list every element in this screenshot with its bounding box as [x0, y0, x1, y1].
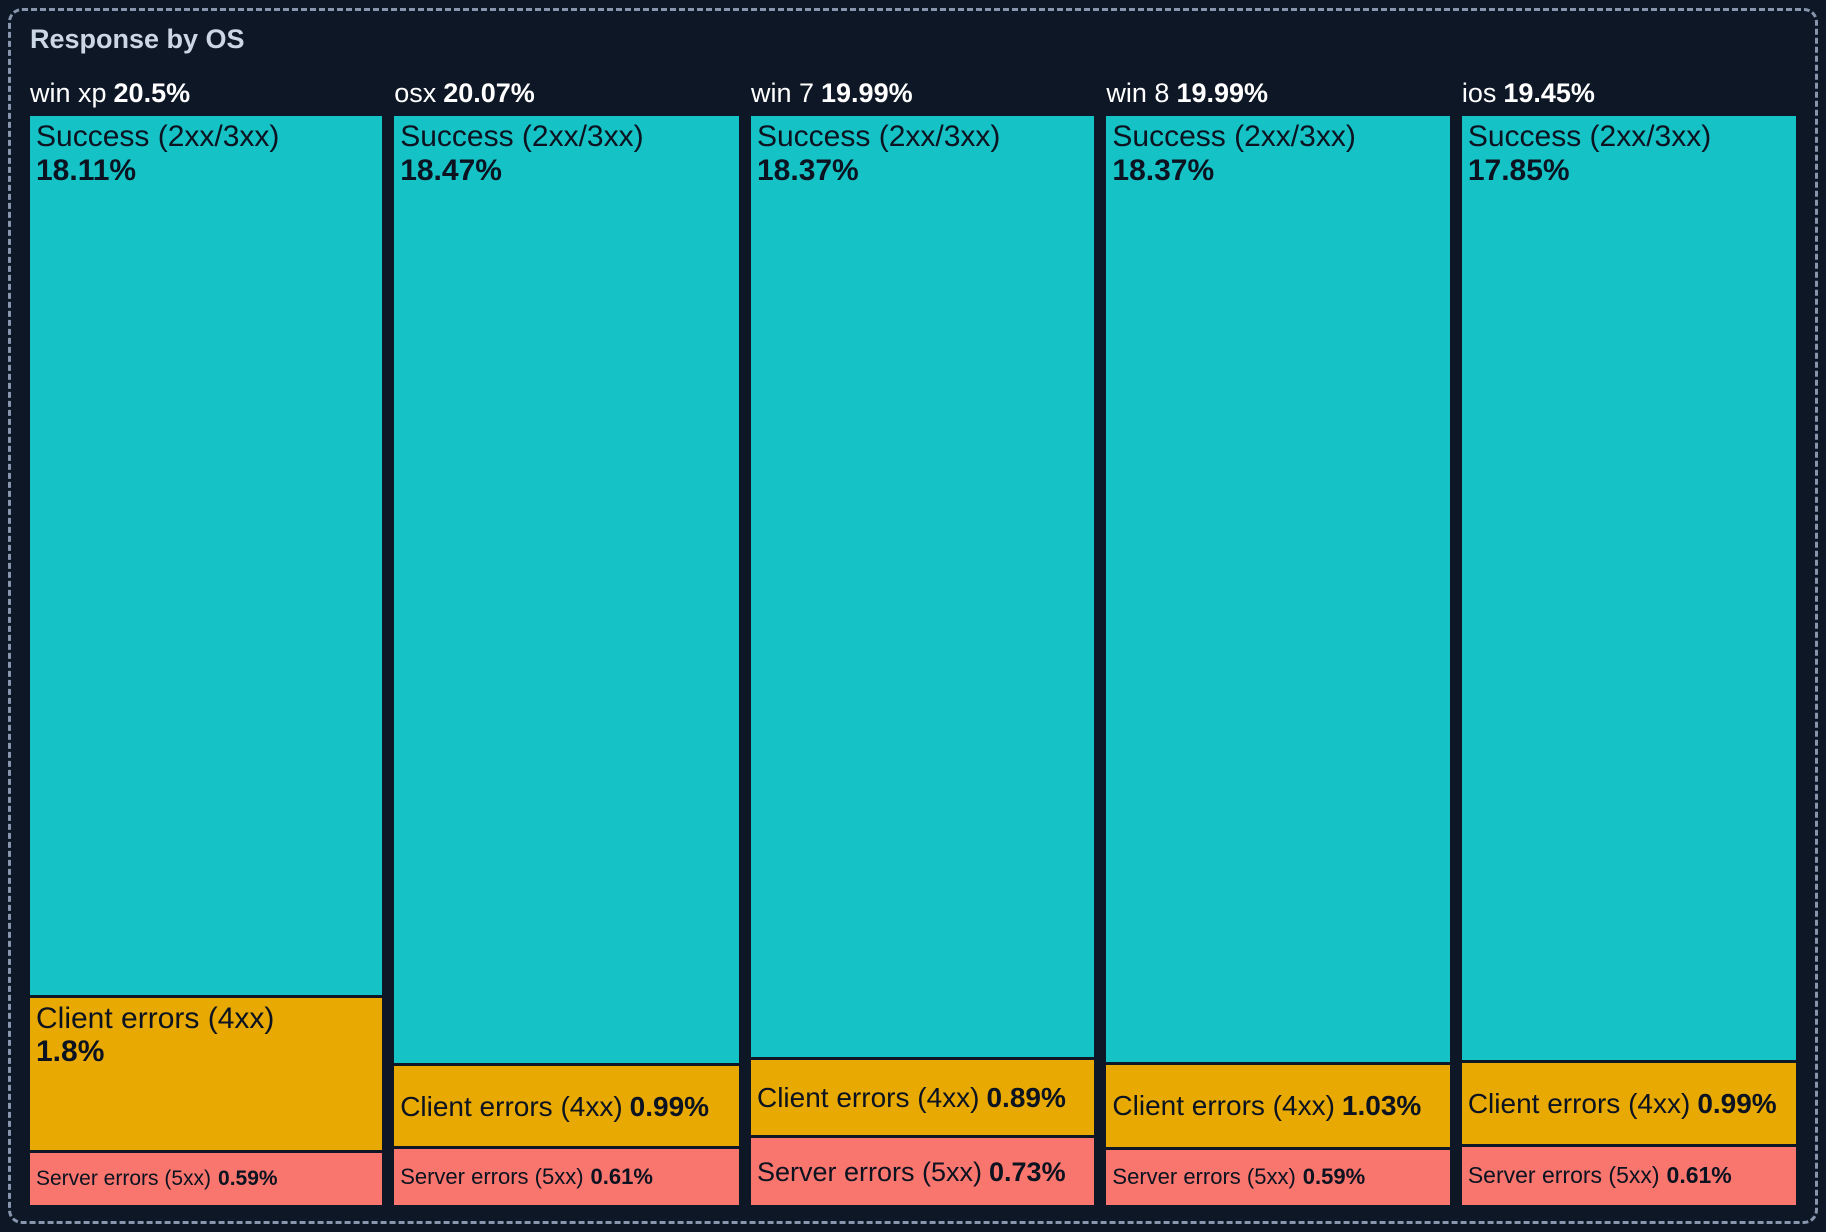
- mosaic-chart: win xp 20.5% Success (2xx/3xx) 18.11% Clien…: [30, 79, 1796, 1206]
- segment-label: Server errors (5xx): [1467, 1162, 1660, 1189]
- segment-value: 0.59%: [1302, 1164, 1366, 1190]
- segment-server[interactable]: Server errors (5xx) 0.59%: [1106, 1150, 1450, 1205]
- response-by-os-panel: Response by OS win xp 20.5% Success (2xx/…: [8, 8, 1818, 1224]
- os-name: win xp: [30, 79, 107, 108]
- os-column-header: osx 20.07%: [394, 79, 739, 116]
- segment-label: Server errors (5xx): [756, 1156, 983, 1187]
- segment-value: 0.73%: [989, 1156, 1066, 1187]
- os-segments: Success (2xx/3xx) 17.85% Client errors (4x…: [1461, 116, 1796, 1205]
- segment-success[interactable]: Success (2xx/3xx) 18.37%: [1106, 116, 1450, 1062]
- segment-success[interactable]: Success (2xx/3xx) 18.11%: [30, 116, 383, 995]
- os-column-header: ios 19.45%: [1462, 79, 1796, 116]
- segment-label: Success (2xx/3xx): [36, 120, 280, 153]
- os-column: ios 19.45% Success (2xx/3xx) 17.85% Client …: [1461, 79, 1796, 1205]
- segment-server[interactable]: Server errors (5xx) 0.59%: [30, 1153, 383, 1205]
- segment-label: Client errors (4xx): [36, 1001, 275, 1035]
- os-column-header: win 7 19.99%: [751, 79, 1094, 116]
- segment-server[interactable]: Server errors (5xx) 0.61%: [1461, 1147, 1796, 1205]
- segment-success[interactable]: Success (2xx/3xx) 17.85%: [1461, 116, 1796, 1060]
- os-name: win 7: [750, 79, 815, 108]
- os-name: ios: [1461, 79, 1497, 108]
- os-segments: Success (2xx/3xx) 18.37% Client errors (4x…: [1106, 116, 1450, 1205]
- segment-label: Server errors (5xx): [36, 1167, 212, 1191]
- segment-label: Client errors (4xx): [400, 1090, 623, 1122]
- os-total-percent: 19.45%: [1503, 79, 1595, 108]
- segment-success[interactable]: Success (2xx/3xx) 18.47%: [394, 116, 739, 1064]
- segment-server[interactable]: Server errors (5xx) 0.61%: [394, 1149, 739, 1206]
- os-column: win 8 19.99% Success (2xx/3xx) 18.37% Clien…: [1106, 79, 1450, 1205]
- segment-success[interactable]: Success (2xx/3xx) 18.37%: [750, 116, 1095, 1057]
- segment-value: 0.61%: [1666, 1162, 1732, 1189]
- segment-client[interactable]: Client errors (4xx) 0.99%: [1461, 1062, 1796, 1145]
- os-total-percent: 20.5%: [113, 79, 191, 108]
- os-name: win 8: [1106, 79, 1170, 108]
- segment-value: 18.47%: [400, 153, 502, 187]
- segment-label: Success (2xx/3xx): [1112, 120, 1356, 153]
- os-column: osx 20.07% Success (2xx/3xx) 18.47% Client …: [394, 79, 739, 1206]
- segment-value: 0.99%: [629, 1090, 710, 1122]
- segment-value: 1.8%: [36, 1035, 105, 1069]
- segment-label: Client errors (4xx): [1112, 1090, 1335, 1122]
- os-name: osx: [394, 79, 437, 108]
- os-total-percent: 19.99%: [1176, 79, 1269, 108]
- os-column: win 7 19.99% Success (2xx/3xx) 18.37% Clien…: [750, 79, 1095, 1205]
- segment-value: 18.37%: [756, 153, 859, 187]
- os-column-header: win 8 19.99%: [1106, 79, 1449, 116]
- segment-label: Server errors (5xx): [1112, 1164, 1296, 1190]
- segment-value: 0.59%: [218, 1167, 278, 1191]
- segment-value: 0.99%: [1697, 1087, 1777, 1119]
- segment-label: Success (2xx/3xx): [1467, 120, 1712, 153]
- os-segments: Success (2xx/3xx) 18.37% Client errors (4x…: [750, 116, 1095, 1205]
- segment-value: 17.85%: [1467, 153, 1570, 187]
- segment-label: Client errors (4xx): [1467, 1087, 1691, 1119]
- os-segments: Success (2xx/3xx) 18.47% Client errors (4x…: [394, 116, 739, 1206]
- segment-server[interactable]: Server errors (5xx) 0.73%: [750, 1138, 1095, 1205]
- os-segments: Success (2xx/3xx) 18.11% Client errors (4x…: [30, 116, 383, 1205]
- segment-value: 18.37%: [1112, 153, 1215, 187]
- segment-value: 1.03%: [1341, 1090, 1422, 1122]
- segment-client[interactable]: Client errors (4xx) 1.03%: [1106, 1064, 1450, 1148]
- segment-client[interactable]: Client errors (4xx) 1.8%: [30, 997, 383, 1151]
- segment-client[interactable]: Client errors (4xx) 0.89%: [750, 1059, 1095, 1136]
- os-total-percent: 20.07%: [443, 79, 535, 108]
- os-column-header: win xp 20.5%: [30, 79, 382, 116]
- segment-label: Server errors (5xx): [400, 1163, 584, 1189]
- os-column: win xp 20.5% Success (2xx/3xx) 18.11% Clien…: [30, 79, 383, 1205]
- segment-value: 18.11%: [36, 153, 137, 187]
- segment-value: 0.89%: [986, 1081, 1066, 1113]
- panel-title: Response by OS: [30, 24, 245, 54]
- segment-label: Success (2xx/3xx): [756, 120, 1001, 153]
- os-total-percent: 19.99%: [821, 79, 913, 108]
- segment-value: 0.61%: [590, 1163, 653, 1189]
- segment-label: Success (2xx/3xx): [400, 120, 644, 153]
- segment-label: Client errors (4xx): [756, 1081, 980, 1113]
- segment-client[interactable]: Client errors (4xx) 0.99%: [394, 1066, 739, 1147]
